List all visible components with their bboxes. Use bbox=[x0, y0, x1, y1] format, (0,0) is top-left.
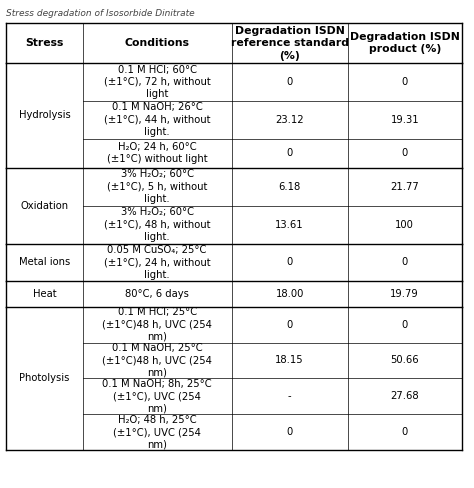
Text: 0: 0 bbox=[401, 148, 408, 158]
Text: 0.1 M NaOH; 26°C
(±1°C), 44 h, without
light.: 0.1 M NaOH; 26°C (±1°C), 44 h, without l… bbox=[104, 102, 210, 137]
Text: 0.1 M HCl; 60°C
(±1°C), 72 h, without
light: 0.1 M HCl; 60°C (±1°C), 72 h, without li… bbox=[104, 64, 210, 100]
Text: 6.18: 6.18 bbox=[279, 182, 301, 192]
Text: 27.68: 27.68 bbox=[391, 391, 419, 401]
Text: 21.77: 21.77 bbox=[391, 182, 419, 192]
Text: Stress degradation of Isosorbide Dinitrate: Stress degradation of Isosorbide Dinitra… bbox=[6, 9, 195, 18]
Text: 0.1 M NaOH; 8h, 25°C
(±1°C), UVC (254
nm): 0.1 M NaOH; 8h, 25°C (±1°C), UVC (254 nm… bbox=[102, 379, 212, 414]
Text: 19.79: 19.79 bbox=[391, 289, 419, 299]
Text: 18.00: 18.00 bbox=[275, 289, 304, 299]
Text: 0: 0 bbox=[287, 258, 293, 267]
Text: 0.05 M CuSO₄; 25°C
(±1°C), 24 h, without
light.: 0.05 M CuSO₄; 25°C (±1°C), 24 h, without… bbox=[104, 245, 210, 280]
Text: 50.66: 50.66 bbox=[391, 355, 419, 366]
Text: 0: 0 bbox=[287, 148, 293, 158]
Text: Stress: Stress bbox=[25, 38, 64, 48]
Text: 0: 0 bbox=[401, 320, 408, 329]
Text: 0: 0 bbox=[401, 427, 408, 437]
Text: 23.12: 23.12 bbox=[275, 115, 304, 125]
Text: 18.15: 18.15 bbox=[275, 355, 304, 366]
Text: 3% H₂O₂; 60°C
(±1°C), 5 h, without
light.: 3% H₂O₂; 60°C (±1°C), 5 h, without light… bbox=[107, 169, 207, 204]
Text: H₂O; 24 h, 60°C
(±1°C) without light: H₂O; 24 h, 60°C (±1°C) without light bbox=[107, 142, 208, 164]
Text: 80°C, 6 days: 80°C, 6 days bbox=[125, 289, 189, 299]
Text: Photolysis: Photolysis bbox=[19, 373, 70, 384]
Text: 0.1 M NaOH, 25°C
(±1°C)48 h, UVC (254
nm): 0.1 M NaOH, 25°C (±1°C)48 h, UVC (254 nm… bbox=[102, 343, 212, 378]
Text: 0: 0 bbox=[401, 258, 408, 267]
Text: H₂O; 48 h, 25°C
(±1°C), UVC (254
nm): H₂O; 48 h, 25°C (±1°C), UVC (254 nm) bbox=[113, 415, 201, 449]
Text: 0: 0 bbox=[287, 320, 293, 329]
Text: -: - bbox=[288, 391, 292, 401]
Text: Conditions: Conditions bbox=[125, 38, 190, 48]
Text: 19.31: 19.31 bbox=[391, 115, 419, 125]
Text: 0: 0 bbox=[287, 427, 293, 437]
Text: Heat: Heat bbox=[33, 289, 56, 299]
Text: Hydrolysis: Hydrolysis bbox=[18, 110, 70, 121]
Text: 0.1 M HCl; 25°C
(±1°C)48 h, UVC (254
nm): 0.1 M HCl; 25°C (±1°C)48 h, UVC (254 nm) bbox=[102, 307, 212, 342]
Text: 0: 0 bbox=[287, 77, 293, 87]
Text: Oxidation: Oxidation bbox=[20, 201, 68, 211]
Text: 13.61: 13.61 bbox=[275, 220, 304, 229]
Text: 100: 100 bbox=[395, 220, 414, 229]
Text: Metal ions: Metal ions bbox=[19, 258, 70, 267]
Text: 0: 0 bbox=[401, 77, 408, 87]
Text: 3% H₂O₂; 60°C
(±1°C), 48 h, without
light.: 3% H₂O₂; 60°C (±1°C), 48 h, without ligh… bbox=[104, 207, 210, 242]
Text: Degradation ISDN
reference standard
(%): Degradation ISDN reference standard (%) bbox=[231, 26, 349, 61]
Text: Degradation ISDN
product (%): Degradation ISDN product (%) bbox=[350, 32, 460, 54]
